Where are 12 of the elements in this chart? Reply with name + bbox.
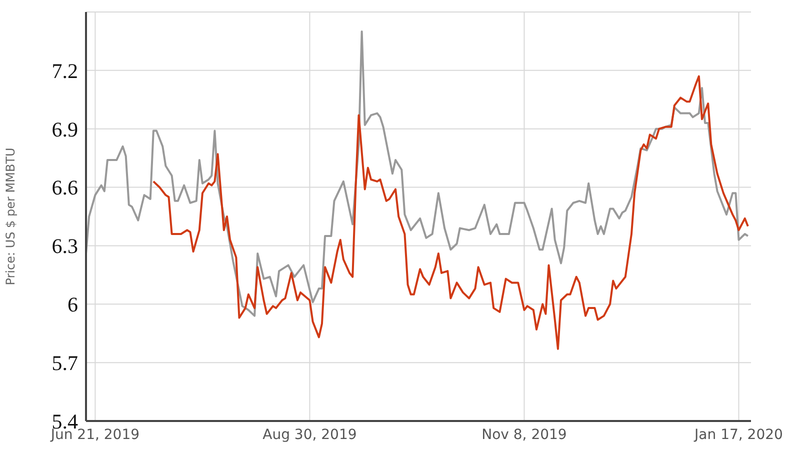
line-series: [152, 75, 749, 350]
y-tick-label: 5.7: [52, 351, 78, 376]
line-series: [86, 30, 749, 317]
y-tick-label: 6.6: [52, 176, 78, 200]
x-tick-label: Aug 30, 2019: [262, 426, 357, 443]
y-tick-label: 6.9: [52, 117, 78, 142]
x-tick-label: Nov 8, 2019: [482, 426, 567, 443]
y-tick-label: 6.3: [52, 234, 78, 258]
y-tick-label: 7.2: [52, 58, 78, 83]
y-tick-label: 6: [68, 292, 78, 317]
y-axis-title: Price: US $ per MMBTU: [3, 148, 18, 286]
x-tick-label: Jan 17, 2020: [694, 426, 783, 443]
